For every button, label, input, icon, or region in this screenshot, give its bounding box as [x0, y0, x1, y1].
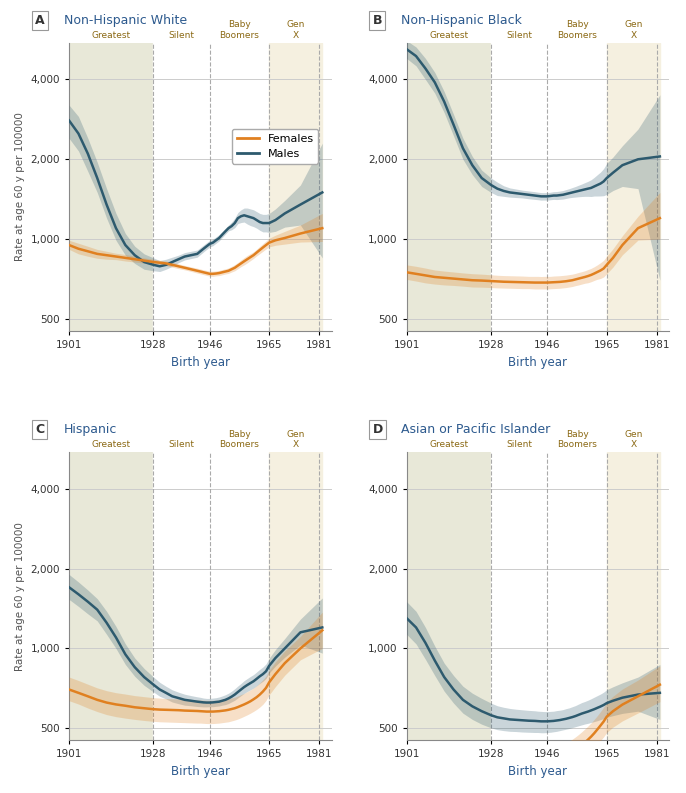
- Bar: [69, 452, 154, 741]
- Text: B: B: [372, 14, 382, 27]
- Bar: [269, 452, 322, 741]
- Bar: [606, 452, 660, 741]
- Y-axis label: Rate at age 60 y per 100000: Rate at age 60 y per 100000: [15, 113, 25, 262]
- Text: Greatest: Greatest: [92, 440, 131, 449]
- Bar: [269, 43, 322, 331]
- Text: Gen
X: Gen X: [624, 21, 643, 40]
- Text: Baby
Boomers: Baby Boomers: [557, 21, 597, 40]
- Text: C: C: [35, 423, 44, 436]
- Text: Gen
X: Gen X: [287, 21, 305, 40]
- X-axis label: Birth year: Birth year: [508, 356, 567, 369]
- Bar: [69, 43, 154, 331]
- Text: Non-Hispanic White: Non-Hispanic White: [64, 14, 187, 27]
- Text: Silent: Silent: [506, 440, 532, 449]
- Text: Silent: Silent: [169, 31, 195, 40]
- Y-axis label: Rate at age 60 y per 100000: Rate at age 60 y per 100000: [15, 522, 25, 671]
- Bar: [154, 43, 210, 331]
- Text: Gen
X: Gen X: [287, 430, 305, 449]
- Bar: [606, 43, 660, 331]
- Text: Silent: Silent: [169, 440, 195, 449]
- Text: D: D: [372, 423, 383, 436]
- Text: Asian or Pacific Islander: Asian or Pacific Islander: [401, 423, 551, 436]
- Text: Greatest: Greatest: [429, 440, 469, 449]
- Text: A: A: [35, 14, 45, 27]
- Bar: [407, 43, 491, 331]
- Text: Baby
Boomers: Baby Boomers: [557, 430, 597, 449]
- Text: Silent: Silent: [506, 31, 532, 40]
- Bar: [491, 43, 547, 331]
- Text: Non-Hispanic Black: Non-Hispanic Black: [401, 14, 522, 27]
- Bar: [547, 452, 606, 741]
- Text: Baby
Boomers: Baby Boomers: [220, 430, 259, 449]
- Bar: [491, 452, 547, 741]
- Bar: [210, 452, 269, 741]
- Bar: [210, 43, 269, 331]
- Text: Greatest: Greatest: [429, 31, 469, 40]
- Legend: Females, Males: Females, Males: [232, 129, 318, 163]
- Bar: [154, 452, 210, 741]
- Bar: [407, 452, 491, 741]
- X-axis label: Birth year: Birth year: [171, 356, 230, 369]
- Text: Gen
X: Gen X: [624, 430, 643, 449]
- Text: Greatest: Greatest: [92, 31, 131, 40]
- Text: Baby
Boomers: Baby Boomers: [220, 21, 259, 40]
- Bar: [547, 43, 606, 331]
- X-axis label: Birth year: Birth year: [508, 765, 567, 778]
- X-axis label: Birth year: Birth year: [171, 765, 230, 778]
- Text: Hispanic: Hispanic: [64, 423, 117, 436]
